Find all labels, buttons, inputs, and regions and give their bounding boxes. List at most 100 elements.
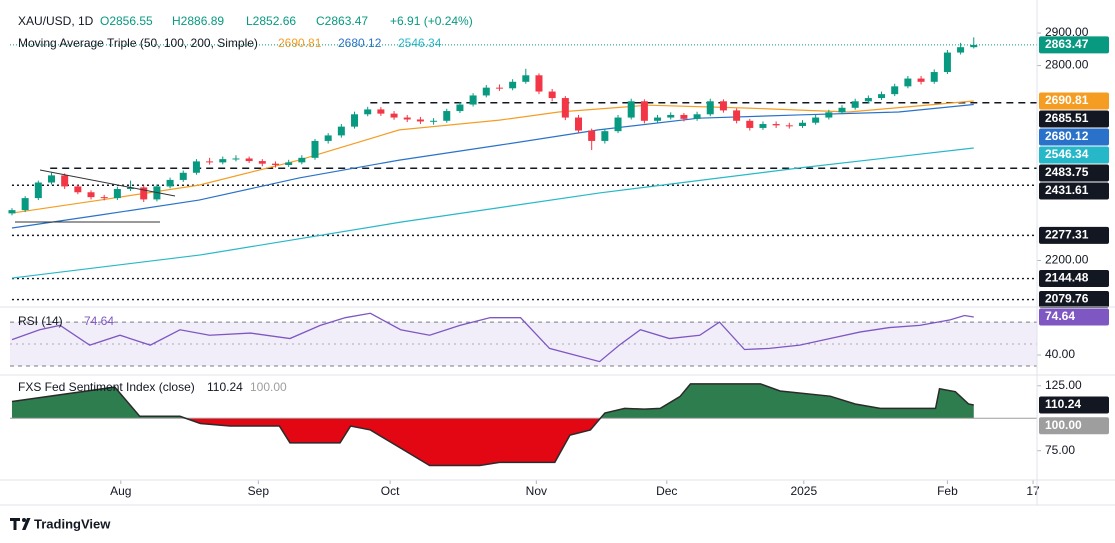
ma-value: 2690.81	[278, 36, 322, 50]
price-box: 2483.75	[1039, 164, 1109, 182]
candle-body	[192, 161, 200, 173]
candle-body	[575, 117, 583, 131]
candle-body	[166, 179, 174, 187]
candle-body	[957, 47, 965, 53]
candle-body	[443, 111, 451, 121]
candle-body	[245, 158, 253, 162]
candle-body	[627, 101, 635, 118]
ma-title: Moving Average Triple (50, 100, 200, Sim…	[18, 36, 258, 50]
price-box-bg	[1039, 110, 1109, 128]
price-box-label: 2277.31	[1045, 228, 1089, 242]
candle-body	[140, 187, 148, 200]
price-box-label: 2546.34	[1045, 147, 1089, 161]
candle-body	[733, 110, 741, 121]
price-box-bg	[1039, 291, 1109, 309]
candle-body	[891, 86, 899, 95]
moving-average	[11, 147, 974, 279]
candle-body	[271, 163, 279, 165]
candle-body	[8, 210, 16, 214]
candle-body	[878, 94, 886, 99]
candle-body	[588, 130, 596, 141]
value-box-bg	[1039, 308, 1109, 326]
value-box: 110.24	[1039, 396, 1109, 414]
area-above	[11, 383, 974, 419]
y-tick-label: 2800.00	[1045, 58, 1089, 72]
candle-body	[614, 117, 622, 132]
plot-layer: 2200.00 2800.00 2900.00 40.00 125.00 75.00 Aug…	[8, 25, 1109, 498]
candle-body	[87, 192, 95, 198]
value-box: 74.64	[1039, 308, 1109, 326]
candle-body	[21, 198, 29, 211]
price-box-label: 2483.75	[1045, 165, 1089, 179]
candle-body	[390, 113, 398, 118]
candle-body	[693, 114, 701, 119]
candle-body	[772, 124, 780, 126]
x-tick-label: Dec	[656, 484, 677, 498]
x-tick-label: Oct	[381, 484, 400, 498]
brand-logo	[10, 518, 31, 530]
candle-body	[746, 120, 754, 128]
y-tick-label: 40.00	[1045, 347, 1075, 361]
x-tick-label: 17	[1026, 484, 1040, 498]
candle-body	[904, 78, 912, 87]
rsi-title: RSI (14)	[18, 314, 63, 328]
candle-body	[851, 101, 859, 108]
price-box: 2546.34	[1039, 146, 1109, 164]
sentiment-line	[11, 383, 974, 467]
area-below	[11, 418, 974, 466]
candle-body	[680, 114, 688, 119]
candle-body	[943, 52, 951, 73]
price-box-label: 2144.48	[1045, 271, 1089, 285]
price-box-bg	[1039, 128, 1109, 146]
candle-body	[469, 95, 477, 105]
candle-body	[509, 81, 517, 89]
trend-line	[39, 169, 176, 197]
candle-body	[561, 98, 569, 118]
candle-body	[232, 158, 240, 160]
y-tick-label: 75.00	[1045, 443, 1075, 457]
ohlc-high: H2886.89	[172, 14, 224, 28]
candle-body	[285, 162, 293, 165]
candle-body	[311, 140, 319, 158]
candle-body	[719, 101, 727, 111]
sentiment-title: FXS Fed Sentiment Index (close)	[18, 380, 195, 394]
rsi-value: 74.64	[84, 314, 114, 328]
y-tick-label: 2900.00	[1045, 25, 1089, 39]
candle-body	[482, 87, 490, 96]
x-tick-label: Feb	[937, 484, 958, 498]
price-box-label: 2079.76	[1045, 292, 1089, 306]
price-box-bg	[1039, 270, 1109, 288]
price-box: 2680.12	[1039, 128, 1109, 146]
candle-body	[430, 120, 438, 122]
candle-body	[351, 114, 359, 127]
candle-body	[667, 114, 675, 118]
candle-body	[930, 72, 938, 82]
value-box-label: 100.00	[1045, 418, 1082, 432]
ma-value: 2546.34	[398, 36, 442, 50]
y-tick-label: 2200.00	[1045, 253, 1089, 267]
candle-body	[640, 101, 648, 121]
candle-body	[759, 124, 767, 128]
x-tick-label: Nov	[526, 484, 547, 498]
price-box-bg	[1039, 92, 1109, 110]
price-box-label: 2690.81	[1045, 93, 1089, 107]
candle-body	[48, 175, 56, 183]
value-box: 100.00	[1039, 417, 1109, 435]
price-box-label: 2680.12	[1045, 129, 1089, 143]
candle-body	[785, 125, 793, 127]
candle-body	[601, 131, 609, 141]
price-box-bg	[1039, 164, 1109, 182]
candle-body	[219, 159, 227, 163]
baseline-value: 100.00	[250, 380, 287, 394]
price-box-label: 2685.51	[1045, 111, 1089, 125]
candle-body	[864, 98, 872, 102]
price-change: +6.91 (+0.24%)	[390, 14, 473, 28]
y-tick-label: 125.00	[1045, 378, 1082, 392]
candle-body	[838, 107, 846, 113]
candle-body	[706, 101, 714, 115]
candle-body	[74, 186, 82, 193]
candle-body	[495, 87, 503, 89]
